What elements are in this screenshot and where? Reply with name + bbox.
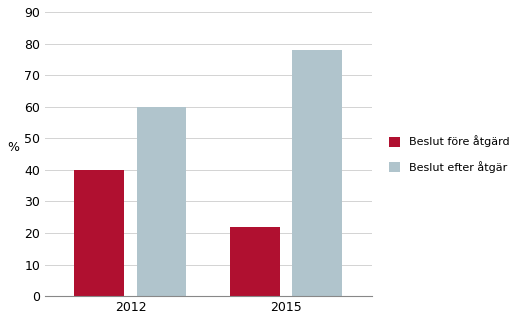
- Bar: [137, 107, 186, 296]
- Bar: [74, 170, 124, 296]
- Legend: Beslut före åtgärd, Beslut efter åtgär: Beslut före åtgärd, Beslut efter åtgär: [383, 130, 515, 178]
- Bar: [230, 227, 280, 296]
- Y-axis label: %: %: [7, 141, 19, 154]
- Bar: [292, 50, 342, 296]
